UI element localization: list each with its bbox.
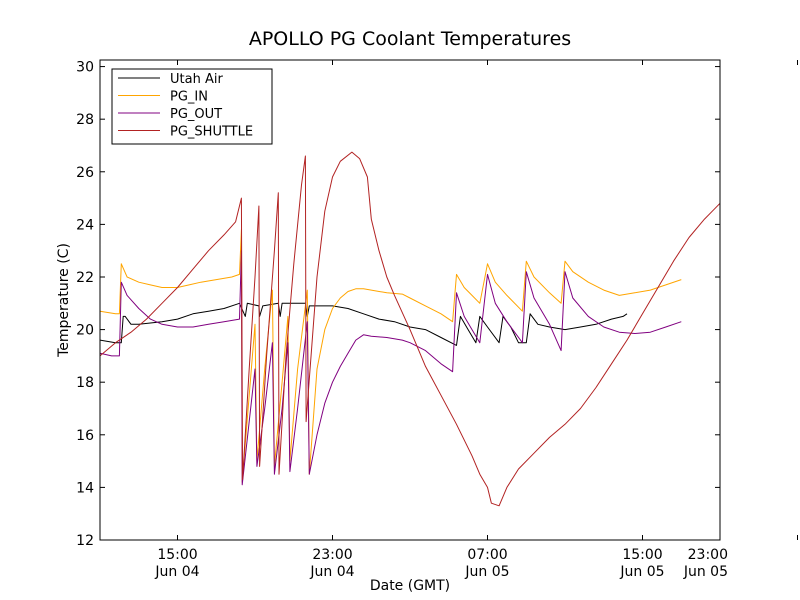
legend-label: PG_SHUTTLE <box>170 125 253 140</box>
y-tick-label: 20 <box>76 323 94 339</box>
y-tick-label: 30 <box>76 60 94 76</box>
chart-title: APOLLO PG Coolant Temperatures <box>249 28 571 50</box>
x-tick-label-date: Jun 04 <box>309 564 354 580</box>
y-tick-label: 16 <box>76 428 94 444</box>
series-line-utah-air <box>100 302 628 346</box>
y-tick-label: 18 <box>76 375 94 391</box>
y-tick-label: 12 <box>76 533 94 549</box>
legend-label: Utah Air <box>170 72 223 87</box>
series-line-pg-shuttle <box>100 151 720 507</box>
legend-box <box>111 68 273 145</box>
x-tick-label-time: 07:00 <box>467 547 507 563</box>
x-tick-label-time: 15:00 <box>157 547 197 563</box>
series-line-pg-out <box>100 250 682 486</box>
series-group <box>100 151 720 507</box>
x-tick-label-date: Jun 05 <box>683 564 728 580</box>
x-tick-label-date: Jun 05 <box>619 564 664 580</box>
y-tick-label: 24 <box>76 217 94 233</box>
x-tick-label-date: Jun 05 <box>464 564 509 580</box>
y-tick-label: 14 <box>76 480 94 496</box>
series-line-pg-in <box>100 229 682 483</box>
legend-label: PG_IN <box>170 90 208 105</box>
y-tick-label: 22 <box>76 270 94 286</box>
x-tick-label-date: Jun 04 <box>154 564 199 580</box>
legend: Utah Air PG_IN PG_OUT PG_SHUTTLE <box>111 68 273 145</box>
x-tick-label-time: 23:00 <box>312 547 352 563</box>
y-tick-label: 28 <box>76 112 94 128</box>
y-axis: 12 14 16 18 20 22 24 26 28 30 <box>76 60 720 549</box>
y-tick-label: 26 <box>76 165 94 181</box>
x-tick-label-time: 23:00 <box>688 547 728 563</box>
y-axis-label: Temperature (C) <box>56 243 72 358</box>
legend-label: PG_OUT <box>170 107 222 122</box>
x-tick-label-time: 15:00 <box>622 547 662 563</box>
plot-area-frame <box>99 59 721 541</box>
x-axis-label: Date (GMT) <box>370 578 450 594</box>
